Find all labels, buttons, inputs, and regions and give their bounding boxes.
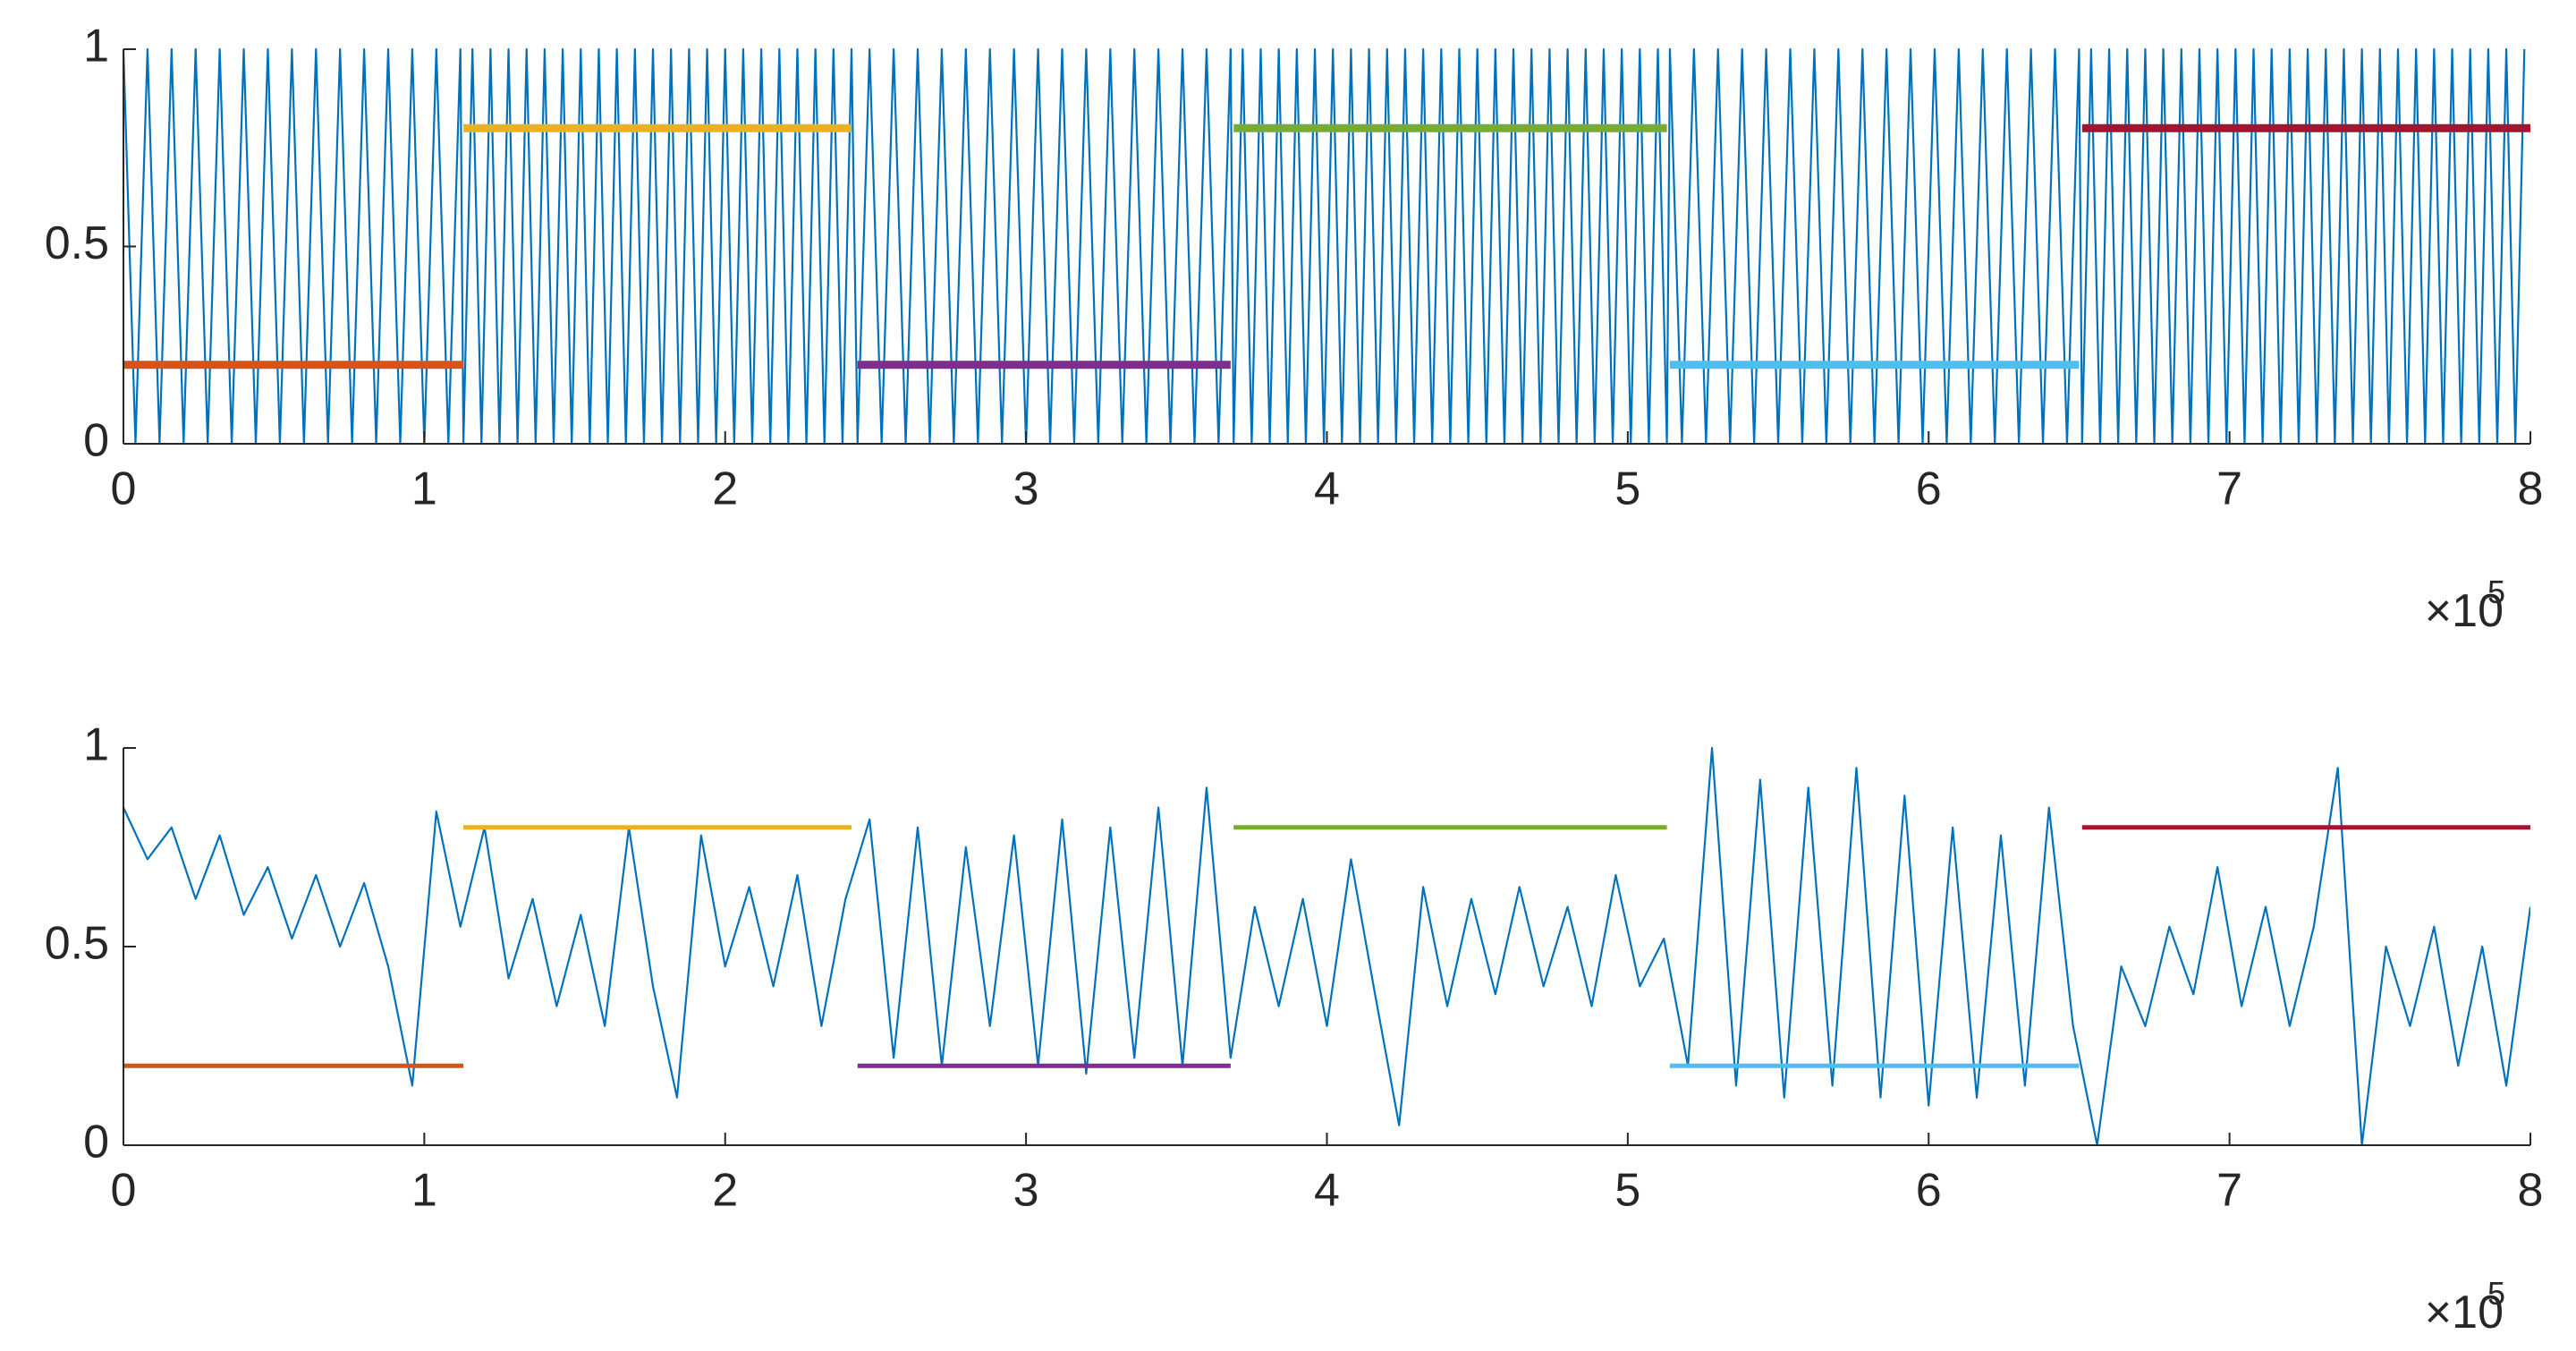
x-tick-label: 8: [2518, 1165, 2544, 1217]
signal-line: [123, 746, 2530, 1147]
x-tick-label: 1: [411, 463, 437, 515]
x-tick-label: 3: [1013, 463, 1039, 515]
y-tick-label: 1: [83, 21, 109, 72]
x-tick-label: 3: [1013, 1165, 1039, 1217]
x-tick-label: 0: [111, 463, 137, 515]
plot-area: [123, 47, 2530, 446]
x-multiplier: ×105: [2425, 574, 2505, 637]
x-tick-label: 5: [1614, 463, 1640, 515]
x-multiplier-power: 5: [2487, 574, 2505, 610]
x-multiplier-base: ×10: [2425, 585, 2504, 637]
y-tick-label: 0: [83, 415, 109, 467]
x-tick-label: 0: [111, 1165, 137, 1217]
x-multiplier-power: 5: [2487, 1275, 2505, 1312]
x-tick-label: 2: [712, 1165, 738, 1217]
x-multiplier-base: ×10: [2425, 1287, 2504, 1338]
y-tick-label: 0: [83, 1117, 109, 1168]
x-tick-label: 4: [1314, 463, 1340, 515]
x-tick-label: 6: [1916, 463, 1942, 515]
x-tick-label: 4: [1314, 1165, 1340, 1217]
y-tick-label: 1: [83, 719, 109, 771]
x-tick-label: 6: [1916, 1165, 1942, 1217]
x-tick-label: 2: [712, 463, 738, 515]
x-multiplier: ×105: [2425, 1275, 2505, 1338]
y-tick-label: 0.5: [45, 217, 109, 269]
x-tick-label: 5: [1614, 1165, 1640, 1217]
x-tick-label: 7: [2216, 1165, 2242, 1217]
signal-line: [123, 47, 2526, 446]
plot-area: [123, 746, 2530, 1147]
y-tick-label: 0.5: [45, 918, 109, 970]
x-tick-label: 8: [2518, 463, 2544, 515]
x-tick-label: 1: [411, 1165, 437, 1217]
x-tick-label: 7: [2216, 463, 2242, 515]
